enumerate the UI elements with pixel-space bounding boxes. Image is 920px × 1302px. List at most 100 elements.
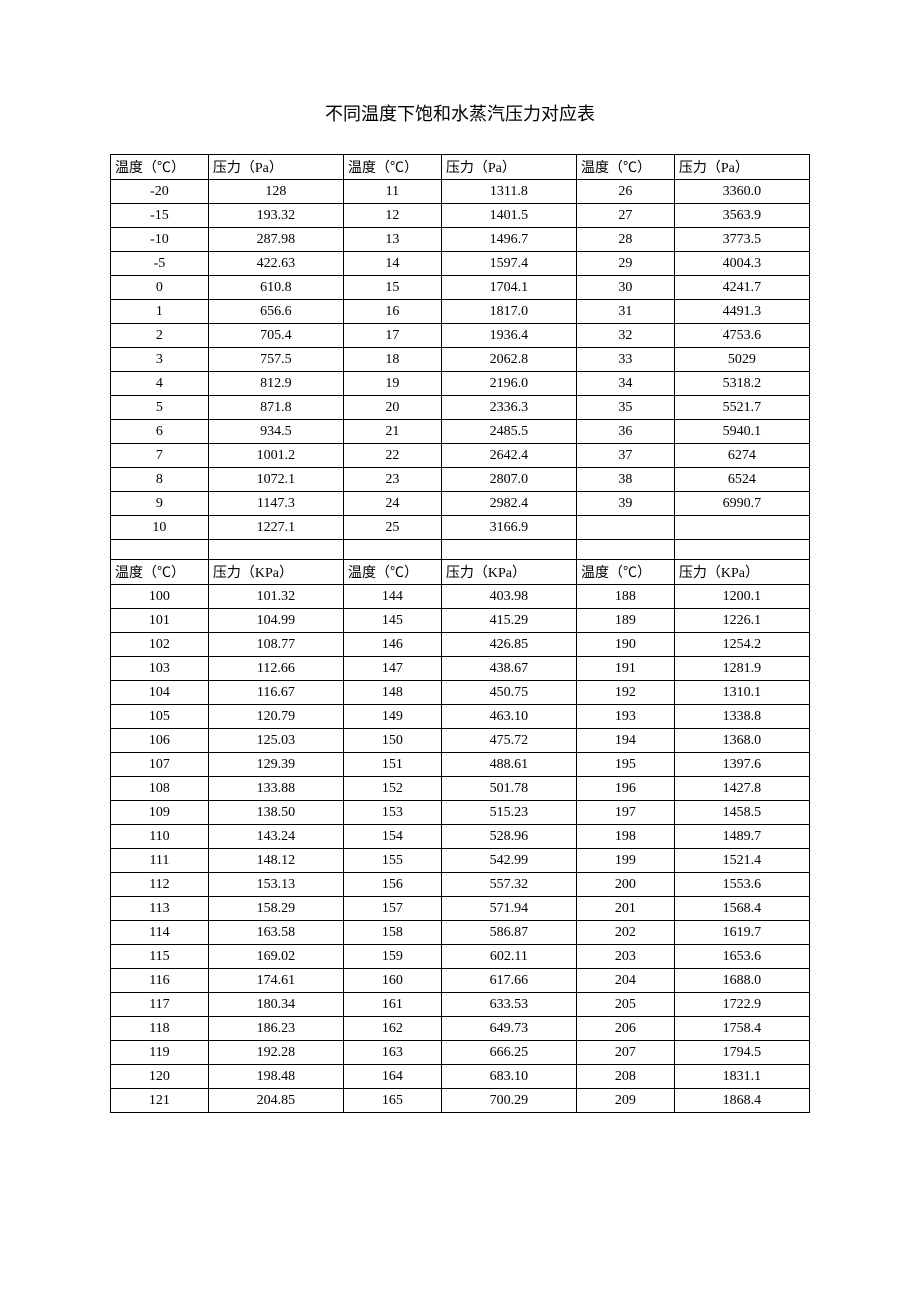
table-cell: 194 bbox=[576, 729, 674, 753]
table-row: 113158.29157571.942011568.4 bbox=[111, 897, 810, 921]
table-cell: 12 bbox=[343, 204, 441, 228]
table-cell: 1458.5 bbox=[674, 801, 809, 825]
table-cell: 403.98 bbox=[441, 585, 576, 609]
table-cell: 15 bbox=[343, 276, 441, 300]
table-row: 106125.03150475.721941368.0 bbox=[111, 729, 810, 753]
table-cell: 528.96 bbox=[441, 825, 576, 849]
table-cell: 146 bbox=[343, 633, 441, 657]
table-cell: 287.98 bbox=[208, 228, 343, 252]
table-cell: 1427.8 bbox=[674, 777, 809, 801]
table-cell: 1147.3 bbox=[208, 492, 343, 516]
table-cell: 107 bbox=[111, 753, 209, 777]
table-cell: 148.12 bbox=[208, 849, 343, 873]
table-cell: 1597.4 bbox=[441, 252, 576, 276]
table-cell: 108 bbox=[111, 777, 209, 801]
table-header-row: 温度（℃）压力（KPa）温度（℃）压力（KPa）温度（℃）压力（KPa） bbox=[111, 560, 810, 585]
table-header-cell: 压力（KPa） bbox=[208, 560, 343, 585]
table-cell: 11 bbox=[343, 180, 441, 204]
table-row: 2705.4171936.4324753.6 bbox=[111, 324, 810, 348]
table-cell: 202 bbox=[576, 921, 674, 945]
table-cell: 101 bbox=[111, 609, 209, 633]
table-cell: 204 bbox=[576, 969, 674, 993]
table-cell: 31 bbox=[576, 300, 674, 324]
table-cell: 542.99 bbox=[441, 849, 576, 873]
table-cell: 7 bbox=[111, 444, 209, 468]
table-header-cell: 压力（Pa） bbox=[441, 155, 576, 180]
table-cell: 812.9 bbox=[208, 372, 343, 396]
table-cell: 586.87 bbox=[441, 921, 576, 945]
table-cell: 683.10 bbox=[441, 1065, 576, 1089]
table-cell: 700.29 bbox=[441, 1089, 576, 1113]
table-cell: 32 bbox=[576, 324, 674, 348]
table-cell: 23 bbox=[343, 468, 441, 492]
table-cell: 188 bbox=[576, 585, 674, 609]
table-cell: 4753.6 bbox=[674, 324, 809, 348]
table-row: 116174.61160617.662041688.0 bbox=[111, 969, 810, 993]
table-cell: 174.61 bbox=[208, 969, 343, 993]
table-cell: 2982.4 bbox=[441, 492, 576, 516]
table-cell: 1200.1 bbox=[674, 585, 809, 609]
table-cell: 207 bbox=[576, 1041, 674, 1065]
table-cell: 152 bbox=[343, 777, 441, 801]
table-cell: 161 bbox=[343, 993, 441, 1017]
table-cell: 757.5 bbox=[208, 348, 343, 372]
table-cell: 180.34 bbox=[208, 993, 343, 1017]
table-cell: 5 bbox=[111, 396, 209, 420]
table-spacer-row bbox=[111, 540, 810, 560]
table-cell: 35 bbox=[576, 396, 674, 420]
table-spacer-cell bbox=[576, 540, 674, 560]
table-cell: 103 bbox=[111, 657, 209, 681]
table-spacer-cell bbox=[674, 540, 809, 560]
table-cell: 118 bbox=[111, 1017, 209, 1041]
table-cell: 192 bbox=[576, 681, 674, 705]
table-cell: 27 bbox=[576, 204, 674, 228]
table-cell: -20 bbox=[111, 180, 209, 204]
table-row: 107129.39151488.611951397.6 bbox=[111, 753, 810, 777]
table-header-cell: 温度（℃） bbox=[576, 155, 674, 180]
table-cell: 2062.8 bbox=[441, 348, 576, 372]
table-row: 6934.5212485.5365940.1 bbox=[111, 420, 810, 444]
table-cell: 10 bbox=[111, 516, 209, 540]
table-cell: 1072.1 bbox=[208, 468, 343, 492]
table-cell: 28 bbox=[576, 228, 674, 252]
table-cell: 110 bbox=[111, 825, 209, 849]
table-cell: 163 bbox=[343, 1041, 441, 1065]
table-cell: 1831.1 bbox=[674, 1065, 809, 1089]
table-cell: 1722.9 bbox=[674, 993, 809, 1017]
table-row: 117180.34161633.532051722.9 bbox=[111, 993, 810, 1017]
table-cell bbox=[674, 516, 809, 540]
table-cell: 199 bbox=[576, 849, 674, 873]
table-cell: 104.99 bbox=[208, 609, 343, 633]
table-cell: 450.75 bbox=[441, 681, 576, 705]
table-cell: 3360.0 bbox=[674, 180, 809, 204]
table-row: 119192.28163666.252071794.5 bbox=[111, 1041, 810, 1065]
table-cell: 33 bbox=[576, 348, 674, 372]
table-cell: 36 bbox=[576, 420, 674, 444]
table-cell: 1619.7 bbox=[674, 921, 809, 945]
table-cell: 114 bbox=[111, 921, 209, 945]
table-cell: 189 bbox=[576, 609, 674, 633]
table-cell: 2485.5 bbox=[441, 420, 576, 444]
table-row: 112153.13156557.322001553.6 bbox=[111, 873, 810, 897]
table-cell: 4004.3 bbox=[674, 252, 809, 276]
table-cell: 1310.1 bbox=[674, 681, 809, 705]
table-row: 71001.2222642.4376274 bbox=[111, 444, 810, 468]
table-row: 110143.24154528.961981489.7 bbox=[111, 825, 810, 849]
table-cell: 101.32 bbox=[208, 585, 343, 609]
table-cell: 106 bbox=[111, 729, 209, 753]
table-spacer-cell bbox=[441, 540, 576, 560]
table-cell: 102 bbox=[111, 633, 209, 657]
table-cell: 121 bbox=[111, 1089, 209, 1113]
page-title: 不同温度下饱和水蒸汽压力对应表 bbox=[110, 100, 810, 126]
table-row: 104116.67148450.751921310.1 bbox=[111, 681, 810, 705]
table-cell: 2642.4 bbox=[441, 444, 576, 468]
table-cell: 488.61 bbox=[441, 753, 576, 777]
table-cell: 705.4 bbox=[208, 324, 343, 348]
table-cell: 438.67 bbox=[441, 657, 576, 681]
table-header-cell: 温度（℃） bbox=[111, 155, 209, 180]
steam-pressure-table: 温度（℃）压力（Pa）温度（℃）压力（Pa）温度（℃）压力（Pa）-201281… bbox=[110, 154, 810, 1113]
table-cell: 153 bbox=[343, 801, 441, 825]
table-header-cell: 压力（Pa） bbox=[208, 155, 343, 180]
table-cell: 165 bbox=[343, 1089, 441, 1113]
table-cell: 115 bbox=[111, 945, 209, 969]
